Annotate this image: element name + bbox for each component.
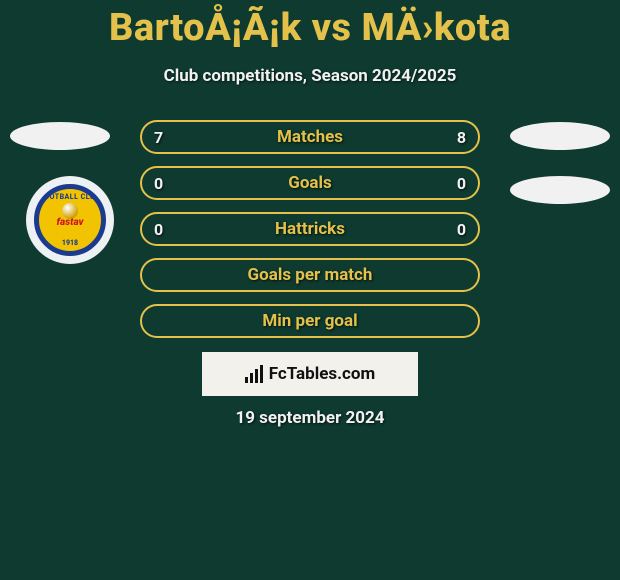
stat-left-value: 0 (154, 214, 163, 244)
stat-label: Goals (288, 173, 332, 193)
stat-right-value: 8 (457, 122, 466, 152)
badge-mid-text: fastav (39, 217, 101, 228)
table-row: 0 Hattricks 0 (140, 212, 480, 246)
badge-top-text: FOOTBALL CLUB (39, 193, 101, 201)
fctables-watermark: FcTables.com (202, 352, 418, 396)
player-right-placeholder (510, 122, 610, 150)
bar-chart-icon (245, 365, 263, 383)
stats-table: 7 Matches 8 0 Goals 0 0 Hattricks 0 Goal… (140, 120, 480, 350)
stat-left-value: 0 (154, 168, 163, 198)
stat-label: Min per goal (262, 311, 357, 331)
fctables-label: FcTables.com (269, 364, 375, 384)
club-left-badge: FOOTBALL CLUB fastav 1918 (26, 176, 114, 264)
stat-label: Goals per match (248, 265, 373, 285)
stat-label: Matches (277, 127, 343, 147)
stat-right-value: 0 (457, 214, 466, 244)
club-right-placeholder (510, 176, 610, 204)
table-row: 0 Goals 0 (140, 166, 480, 200)
club-badge-inner: FOOTBALL CLUB fastav 1918 (34, 184, 106, 256)
table-row: Min per goal (140, 304, 480, 338)
player-left-placeholder (10, 122, 110, 150)
stat-label: Hattricks (275, 219, 345, 239)
stat-right-value: 0 (457, 168, 466, 198)
page-title: BartoÅ¡Ã¡k vs MÄ›kota (0, 0, 620, 50)
table-row: 7 Matches 8 (140, 120, 480, 154)
stat-left-value: 7 (154, 122, 163, 152)
subtitle: Club competitions, Season 2024/2025 (0, 66, 620, 86)
table-row: Goals per match (140, 258, 480, 292)
date-label: 19 september 2024 (0, 408, 620, 428)
badge-bottom-text: 1918 (39, 239, 101, 247)
